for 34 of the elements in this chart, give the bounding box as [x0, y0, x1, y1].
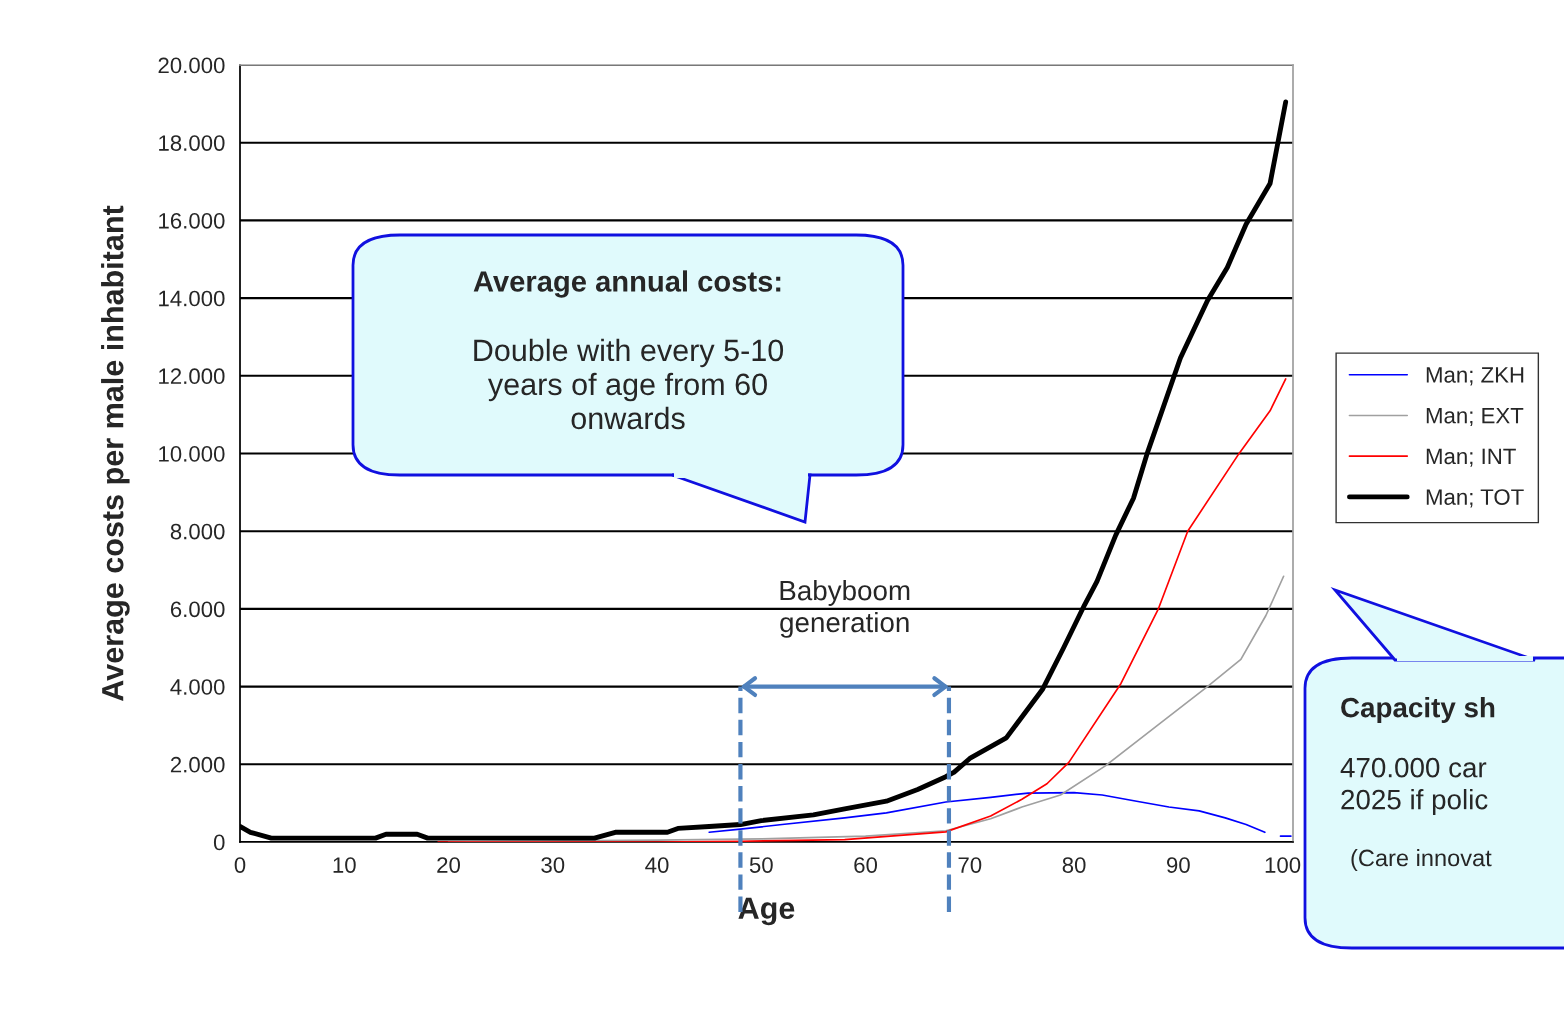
text: Capacity sh — [1341, 697, 1495, 723]
y-tick-label: 0 — [213, 834, 225, 851]
y-tick-label: 10.000 — [159, 446, 225, 462]
x-tick-label: 20 — [437, 857, 461, 873]
text: 470.000 car 2025 if polic — [1340, 757, 1488, 815]
y-tick-label: 16.000 — [159, 212, 225, 229]
y-tick-label: 12.000 — [159, 368, 225, 385]
x-tick-label: 30 — [541, 857, 565, 873]
x-tick-label: 60 — [854, 857, 878, 873]
legend-label: Man; EXT — [1426, 407, 1524, 427]
y-axis-title: Average costs per male inhabitant — [101, 205, 130, 701]
annotation: Average annual costs: — [473, 270, 781, 298]
y-tick-label: 14.000 — [159, 290, 225, 307]
x-axis-title: Age — [738, 897, 795, 926]
y-tick-label: 4.000 — [170, 679, 225, 695]
y-tick-label: 18.000 — [159, 135, 225, 151]
x-tick-label: 100 — [1265, 857, 1301, 873]
annotation: Babyboom generation — [780, 579, 910, 638]
y-tick-label: 8.000 — [170, 523, 225, 540]
text: (Care innovat — [1351, 848, 1492, 871]
x-tick-label: 0 — [234, 857, 246, 873]
y-tick-label: 2.000 — [170, 756, 225, 773]
x-tick-label: 90 — [1167, 857, 1190, 873]
x-tick-label: 50 — [749, 857, 773, 873]
y-tick-label: 6.000 — [170, 601, 225, 618]
x-tick-label: 80 — [1062, 857, 1086, 873]
legend-label: Man; TOT — [1426, 489, 1524, 508]
x-tick-label: 10 — [333, 857, 356, 873]
annotation: Double with every 5-10 years of age from 60 onwards — [474, 338, 784, 430]
legend-label: Man; ZKH — [1426, 367, 1524, 386]
legend-label: Man; INT — [1426, 448, 1516, 467]
x-tick-label: 70 — [958, 857, 982, 873]
x-tick-label: 40 — [645, 857, 669, 873]
y-tick-label: 20.000 — [158, 57, 225, 74]
